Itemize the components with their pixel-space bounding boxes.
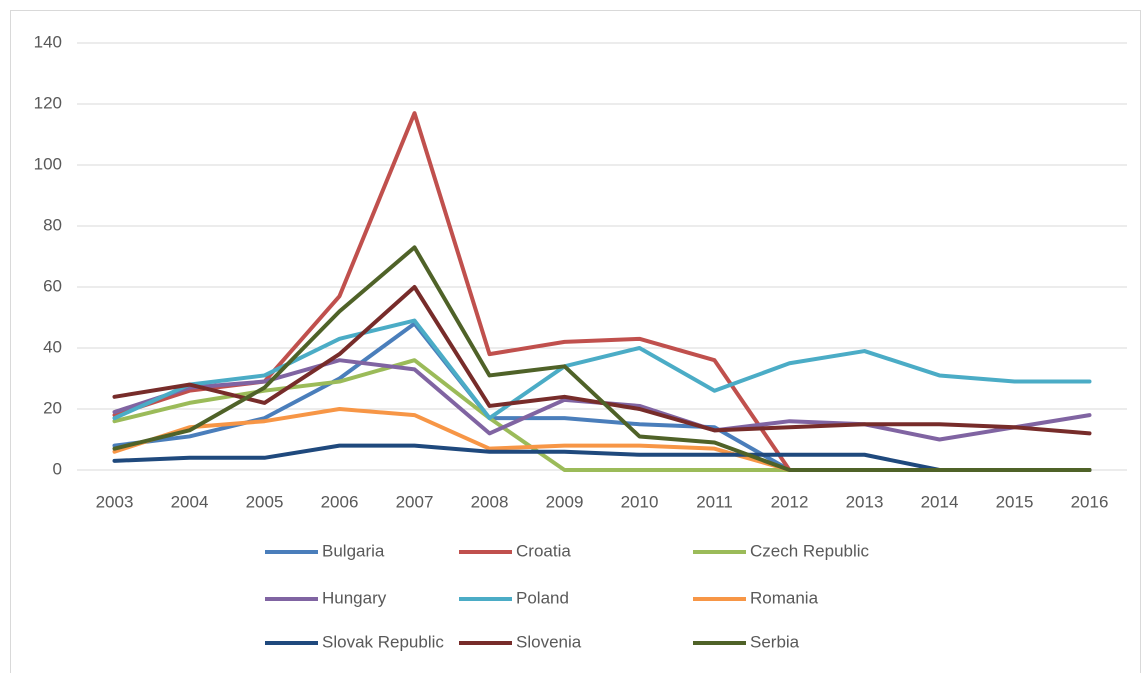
y-tick-label: 40 [43, 337, 62, 356]
series-line [112, 111, 1092, 472]
legend-label: Serbia [750, 632, 800, 651]
legend-label: Slovak Republic [322, 632, 444, 651]
series-line [112, 443, 1092, 472]
y-tick-label: 120 [34, 93, 62, 112]
y-tick-label: 80 [43, 215, 62, 234]
x-tick-label: 2005 [246, 492, 284, 511]
x-tick-label: 2014 [921, 492, 959, 511]
x-tick-label: 2008 [471, 492, 509, 511]
x-tick-label: 2006 [321, 492, 359, 511]
series-line [112, 321, 1092, 472]
x-tick-label: 2011 [696, 492, 733, 511]
y-tick-label: 0 [53, 459, 62, 478]
x-tick-label: 2010 [621, 492, 659, 511]
x-tick-label: 2003 [96, 492, 134, 511]
x-tick-label: 2015 [996, 492, 1034, 511]
x-tick-label: 2004 [171, 492, 209, 511]
legend-label: Romania [750, 588, 819, 607]
y-tick-label: 140 [34, 32, 62, 51]
x-tick-label: 2007 [396, 492, 434, 511]
x-tick-label: 2009 [546, 492, 584, 511]
legend-label: Poland [516, 588, 569, 607]
x-tick-label: 2012 [771, 492, 809, 511]
x-tick-label: 2016 [1071, 492, 1109, 511]
legend-label: Croatia [516, 541, 571, 560]
series-line [112, 318, 1092, 421]
series-line [112, 285, 1092, 436]
legend-label: Czech Republic [750, 541, 870, 560]
x-tick-label: 2013 [846, 492, 884, 511]
legend-label: Hungary [322, 588, 387, 607]
legend-label: Slovenia [516, 632, 582, 651]
legend-label: Bulgaria [322, 541, 385, 560]
y-tick-label: 60 [43, 276, 62, 295]
y-tick-label: 20 [43, 398, 62, 417]
y-tick-label: 100 [34, 154, 62, 173]
series-line [112, 245, 1092, 472]
chart-border [10, 10, 1141, 673]
